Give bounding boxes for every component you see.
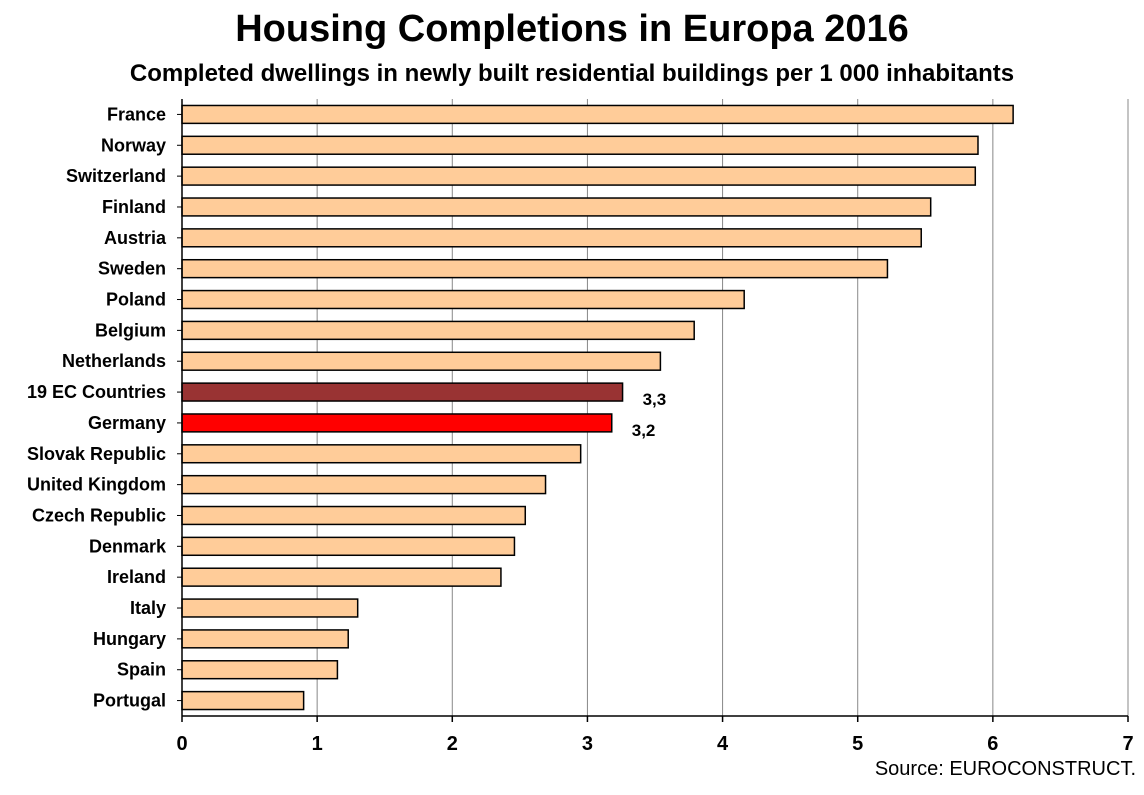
category-label: Sweden [98,259,166,279]
bar [181,228,922,248]
category-label: Germany [88,413,166,433]
bar [181,104,1014,125]
bar [181,258,889,279]
data-label: 3,2 [632,421,656,440]
category-label: France [107,104,166,124]
source-note: Source: EUROCONSTRUCT. [874,758,1136,780]
labels: 0 1 2 3 4 5 6 7 France Norway Switzerland Finland Au… [27,104,1134,755]
bar [181,413,613,433]
chart-subtitle: Completed dwellings in newly built resid… [129,60,1015,87]
bar [181,474,547,495]
bar [181,660,339,680]
bar [181,690,305,711]
chart-title: Housing Completions in Europa 2016 [235,8,909,50]
bars [181,104,1014,711]
bar [181,351,662,371]
category-label: Portugal [93,691,166,711]
bar [181,567,502,587]
bar [181,289,745,310]
bar [181,505,527,526]
x-tick-label: 3 [582,733,593,755]
category-label: United Kingdom [27,475,166,495]
bar [181,320,695,341]
bar [181,629,349,649]
bar [181,536,516,557]
category-label: Spain [117,660,166,680]
bar [181,444,582,464]
x-tick-label: 6 [987,733,998,755]
x-tick-label: 4 [717,733,729,755]
category-label: Belgium [95,320,166,340]
category-label: Italy [130,598,166,618]
category-label: Poland [106,290,166,310]
data-label: 3,3 [643,390,667,409]
category-label: Slovak Republic [27,444,166,464]
category-label: Czech Republic [32,505,166,525]
axes [177,99,1129,722]
category-label: Austria [104,228,167,248]
category-label: Hungary [93,629,166,649]
x-tick-label: 7 [1122,733,1133,755]
x-tick-label: 0 [176,733,187,755]
x-tick-label: 1 [312,733,323,755]
bar [181,166,977,186]
category-label: Norway [101,135,166,155]
bar [181,197,932,217]
bar [181,598,359,618]
category-label: Netherlands [62,351,166,371]
category-label: 19 EC Countries [27,382,166,402]
category-label: Finland [102,197,166,217]
category-label: Denmark [89,536,167,556]
x-tick-label: 2 [447,733,458,755]
gridlines [316,99,1129,716]
bar [181,382,624,402]
category-label: Ireland [107,567,166,587]
bar [181,135,979,155]
category-label: Switzerland [66,166,166,186]
x-tick-label: 5 [852,733,863,755]
